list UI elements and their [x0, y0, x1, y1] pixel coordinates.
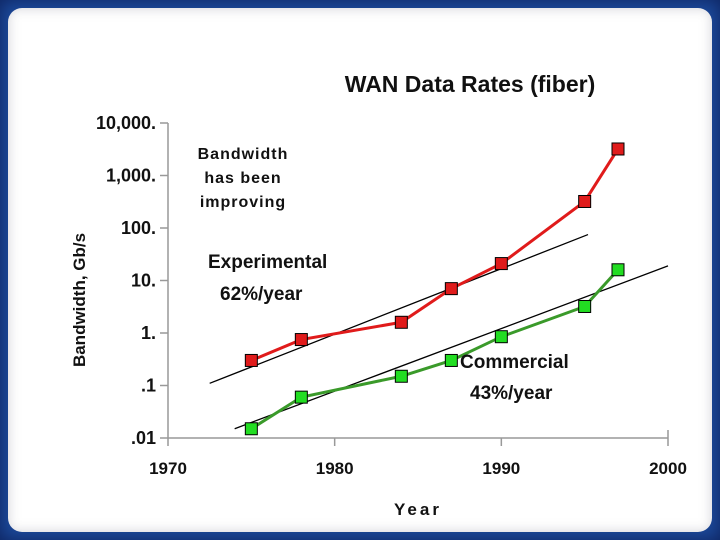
bandwidth-note-line-2: has been [204, 170, 281, 187]
experimental-point [444, 282, 458, 296]
commercial-point [611, 263, 625, 277]
commercial-label: Commercial [460, 352, 569, 373]
experimental-point [578, 194, 592, 208]
experimental-label: Experimental [208, 252, 327, 273]
commercial-point [444, 353, 458, 367]
y-tick-label: 1. [141, 323, 156, 343]
commercial-point [244, 422, 258, 436]
bandwidth-note-line-3: improving [200, 194, 286, 211]
x-tick-label: 2000 [649, 459, 687, 478]
y-tick-label: .01 [131, 428, 156, 448]
x-ticks: 1970 1980 1990 2000 [149, 438, 687, 478]
y-tick-label: .1 [141, 376, 156, 396]
x-tick-label: 1990 [482, 459, 520, 478]
slide: WAN Data Rates (fiber) .01 .1 1. 10. 100. 1,0… [8, 8, 712, 532]
y-ticks: .01 .1 1. 10. 100. 1,000. 10,000. [96, 113, 168, 448]
commercial-series-line [250, 268, 620, 431]
commercial-point [394, 369, 408, 383]
y-axis-label: Bandwidth, Gb/s [70, 233, 89, 367]
chart: WAN Data Rates (fiber) .01 .1 1. 10. 100. 1,0… [70, 71, 687, 519]
experimental-point [294, 333, 308, 347]
x-tick-label: 1970 [149, 459, 187, 478]
commercial-point [294, 390, 308, 404]
commercial-point [494, 330, 508, 344]
bandwidth-note-line-1: Bandwidth [198, 146, 289, 163]
trend-line [209, 233, 589, 384]
y-tick-label: 1,000. [106, 166, 156, 186]
x-axis-label: Year [394, 500, 442, 519]
experimental-point [394, 315, 408, 329]
commercial-point [578, 299, 592, 313]
y-tick-label: 100. [121, 218, 156, 238]
y-tick-label: 10. [131, 271, 156, 291]
series-group [244, 142, 625, 436]
experimental-point [244, 353, 258, 367]
chart-title: WAN Data Rates (fiber) [345, 71, 595, 97]
experimental-point [494, 257, 508, 271]
experimental-rate: 62%/year [220, 284, 303, 305]
y-tick-label: 10,000. [96, 113, 156, 133]
experimental-point [611, 142, 625, 156]
x-tick-label: 1980 [316, 459, 354, 478]
commercial-rate: 43%/year [470, 383, 553, 404]
